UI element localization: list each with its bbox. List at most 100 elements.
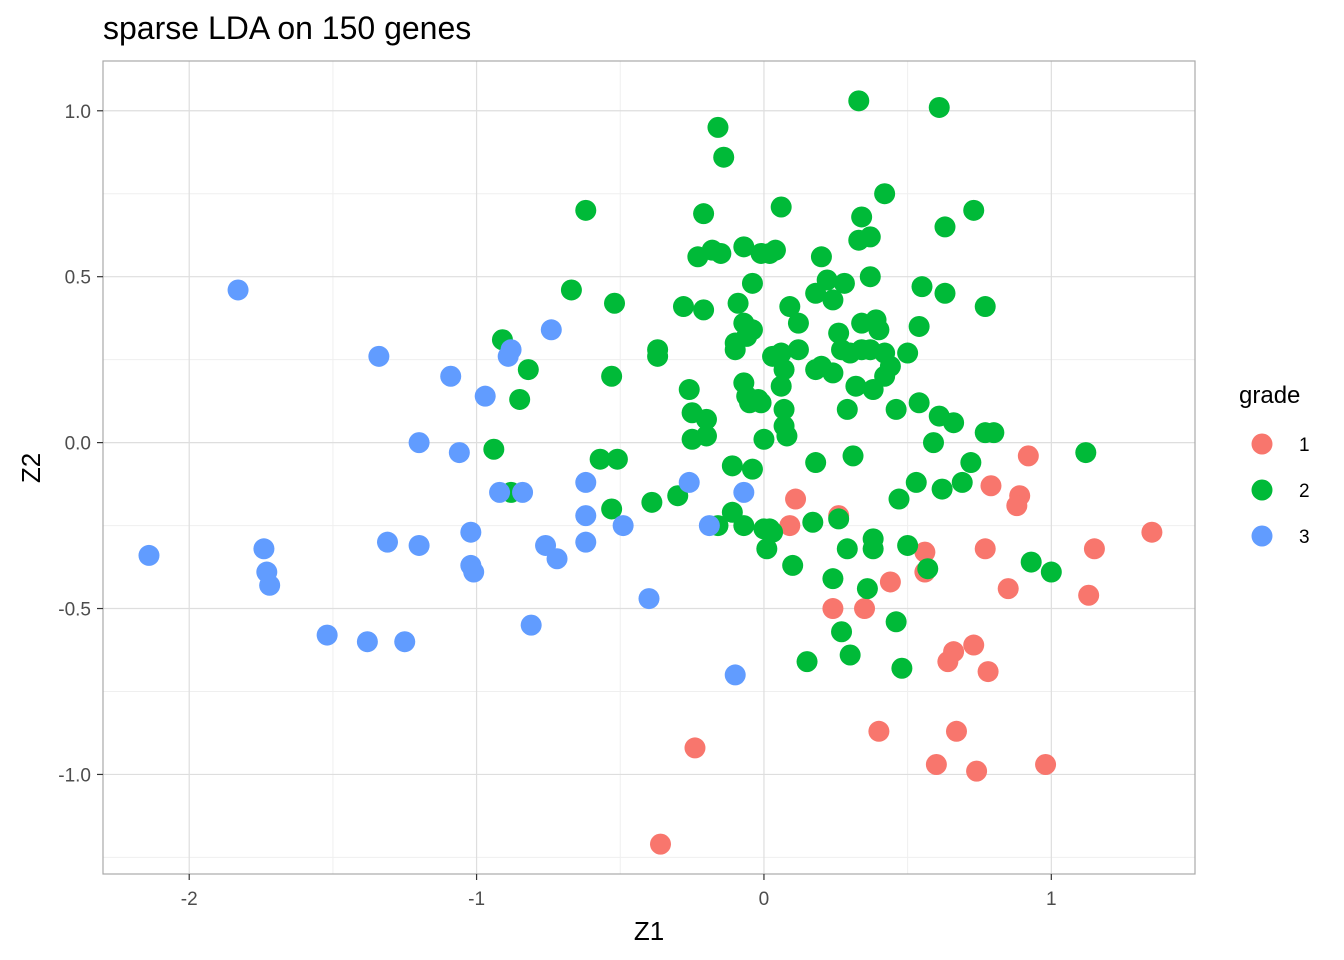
data-point [560, 279, 582, 301]
data-point [1141, 521, 1163, 543]
data-point [782, 554, 804, 576]
data-point [960, 452, 982, 474]
data-point [589, 448, 611, 470]
data-point [733, 515, 755, 537]
data-point [773, 359, 795, 381]
data-point [779, 296, 801, 318]
y-tick-label: 0.0 [65, 434, 91, 455]
legend-key [1251, 479, 1273, 501]
data-point [908, 392, 930, 414]
data-point [943, 412, 965, 434]
data-point [678, 471, 700, 493]
data-point [787, 312, 809, 334]
data-point [520, 614, 542, 636]
data-point [828, 508, 850, 530]
data-point [908, 315, 930, 337]
y-tick-label: -1.0 [58, 765, 91, 786]
data-point [138, 544, 160, 566]
data-point [868, 319, 890, 341]
data-point [356, 631, 378, 653]
data-point [253, 538, 275, 560]
data-point [1078, 584, 1100, 606]
data-point [575, 505, 597, 527]
data-point [997, 578, 1019, 600]
x-tick-label: -2 [181, 889, 198, 910]
data-point [937, 651, 959, 673]
data-point [773, 398, 795, 420]
data-point [604, 292, 626, 314]
data-point [1040, 561, 1062, 583]
data-point [575, 199, 597, 221]
data-point [925, 753, 947, 775]
data-point [606, 448, 628, 470]
legend-items: 1 2 3 [1251, 433, 1310, 548]
data-point [684, 737, 706, 759]
data-point [770, 375, 792, 397]
data-point [917, 558, 939, 580]
data-point [934, 282, 956, 304]
data-point [693, 203, 715, 225]
data-point [854, 598, 876, 620]
data-point [848, 229, 870, 251]
data-point [695, 408, 717, 430]
data-point [440, 365, 462, 387]
data-point [983, 422, 1005, 444]
data-point [376, 531, 398, 553]
data-point [672, 296, 694, 318]
data-point [741, 319, 763, 341]
legend-label: 2 [1299, 481, 1310, 502]
legend: grade 1 2 3 [1239, 382, 1310, 548]
x-tick-label: -1 [468, 889, 485, 910]
data-point [822, 362, 844, 384]
data-point [463, 561, 485, 583]
data-point [647, 345, 669, 367]
legend-title: grade [1239, 382, 1300, 409]
data-point [741, 458, 763, 480]
data-point [822, 568, 844, 590]
data-point [408, 534, 430, 556]
data-point [879, 571, 901, 593]
data-point [698, 515, 720, 537]
data-point [934, 216, 956, 238]
data-point [727, 292, 749, 314]
y-tick-label: -0.5 [58, 600, 91, 621]
data-point [833, 272, 855, 294]
data-points [138, 90, 1163, 855]
data-point [951, 471, 973, 493]
data-point [601, 498, 623, 520]
data-point [509, 388, 531, 410]
x-axis-title: Z1 [634, 916, 664, 946]
data-point [500, 339, 522, 361]
data-point [448, 442, 470, 464]
x-tick-label: 1 [1046, 889, 1057, 910]
y-axis-ticks: -1.0 -0.5 0.0 0.5 1.0 [58, 102, 103, 786]
data-point [707, 116, 729, 138]
legend-label: 3 [1299, 527, 1310, 548]
data-point [796, 651, 818, 673]
data-point [259, 574, 281, 596]
data-point [897, 342, 919, 364]
data-point [756, 538, 778, 560]
data-point [945, 720, 967, 742]
data-point [805, 452, 827, 474]
legend-label: 1 [1299, 435, 1310, 456]
data-point [750, 392, 772, 414]
data-point [764, 239, 786, 261]
data-point [802, 511, 824, 533]
data-point [1017, 445, 1039, 467]
data-point [874, 183, 896, 205]
data-point [822, 289, 844, 311]
data-point [928, 96, 950, 118]
data-point [517, 359, 539, 381]
data-point [1083, 538, 1105, 560]
data-point [914, 541, 936, 563]
data-point [787, 339, 809, 361]
data-point [862, 538, 884, 560]
grid-lines [103, 61, 1195, 874]
data-point [885, 611, 907, 633]
series-grade-3 [138, 279, 755, 686]
data-point [805, 282, 827, 304]
data-point [483, 438, 505, 460]
x-tick-label: 0 [759, 889, 770, 910]
